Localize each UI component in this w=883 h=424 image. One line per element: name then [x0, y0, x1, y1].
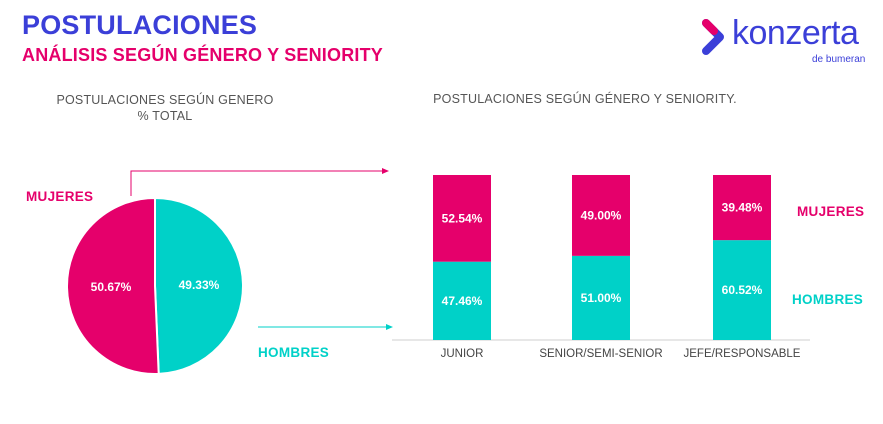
bar-hombres-2 [572, 255, 630, 340]
pie-slice-mujeres [66, 196, 160, 375]
konzerta-logo: konzerta de bumeran [700, 14, 870, 66]
logo-wordmark: konzerta [732, 14, 859, 52]
connector-arrows [130, 168, 393, 330]
logo-chevron-icon [702, 19, 724, 55]
pie-slice-hombres [154, 196, 244, 375]
pie-label-mujeres: 50.67% [91, 280, 132, 294]
legend-mujeres-left: MUJERES [26, 189, 94, 204]
bar-label-hombres-1: 47.46% [442, 294, 483, 308]
bar-hombres-1 [433, 261, 491, 340]
bar-label-mujeres-1: 52.54% [442, 211, 483, 225]
logo-tagline: de bumeran [812, 54, 866, 65]
legend-hombres-left: HOMBRES [258, 345, 330, 360]
bar-mujeres-1 [433, 175, 491, 262]
bar-label-mujeres-3: 39.48% [722, 201, 763, 215]
pie-title-line: POSTULACIONES SEGÚN GENERO [56, 93, 274, 107]
legend-mujeres-right: MUJERES [797, 204, 865, 219]
legend-hombres-right: HOMBRES [792, 292, 864, 307]
bar-label-mujeres-2: 49.00% [581, 208, 622, 222]
arrow-hombres-head [386, 324, 393, 330]
bar-label-hombres-2: 51.00% [581, 291, 622, 305]
bar-hombres-3 [713, 240, 771, 340]
pie-chart-title: POSTULACIONES SEGÚN GENERO % TOTAL [40, 92, 290, 124]
pie-label-hombres: 49.33% [179, 278, 220, 292]
page-subtitle: ANÁLISIS SEGÚN GÉNERO Y SENIORITY [22, 45, 384, 65]
pie-subtitle-line: % TOTAL [137, 109, 193, 123]
x-tick-label-3: JEFE/RESPONSABLE [684, 348, 801, 360]
stacked-bar-chart: 47.46% 52.54% JUNIOR 51.00% 49.00% SENIOR/SEM… [392, 175, 810, 360]
bar-mujeres-2 [572, 175, 630, 256]
bar-label-hombres-3: 60.52% [722, 283, 763, 297]
page-title: POSTULACIONES [22, 10, 258, 40]
bar-mujeres-3 [713, 175, 771, 241]
pie-chart: 49.33% 50.67% [66, 196, 244, 375]
arrow-mujeres-head [382, 168, 389, 174]
x-tick-label-1: JUNIOR [441, 348, 484, 360]
x-tick-label-2: SENIOR/SEMI-SENIOR [539, 348, 662, 360]
bar-chart-title: POSTULACIONES SEGÚN GÉNERO Y SENIORITY. [433, 92, 737, 106]
arrow-mujeres [130, 170, 382, 196]
